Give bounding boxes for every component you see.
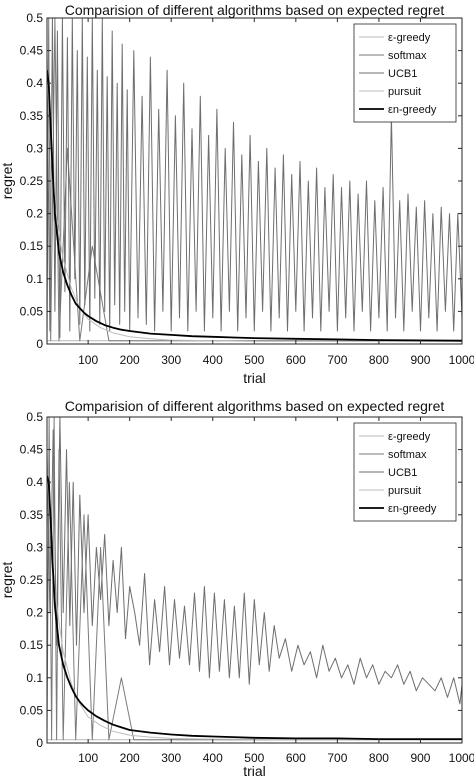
y-tick-label: 0.45 [20,443,44,457]
y-tick-label: 0.5 [26,410,43,424]
series-group [47,417,462,741]
y-tick-label: 0.1 [26,272,43,286]
y-tick-label: 0.4 [26,475,43,489]
chart-title: Comparision of different algorithms base… [65,398,445,414]
legend-label: εn-greedy [388,503,437,515]
x-tick-label: 300 [161,751,181,765]
legend-label: UCB1 [388,467,417,479]
y-tick-label: 0 [36,337,43,351]
y-tick-label: 0.25 [20,174,44,188]
y-axis-label: regret [0,163,15,200]
x-tick-label: 200 [120,751,140,765]
series-line-5 [47,475,462,740]
x-tick-label: 600 [286,353,306,367]
x-tick-label: 200 [120,353,140,367]
x-tick-label: 1000 [449,353,474,367]
x-tick-label: 900 [410,751,430,765]
y-tick-label: 0.4 [26,76,43,90]
x-tick-label: 800 [369,751,389,765]
x-tick-label: 100 [78,353,98,367]
y-tick-label: 0.2 [26,207,43,221]
y-tick-label: 0.2 [26,606,43,620]
legend-label: ε-greedy [388,32,431,44]
y-tick-label: 0 [36,736,43,750]
series-line-5 [47,70,462,342]
x-tick-label: 700 [327,751,347,765]
legend-label: ε-greedy [388,431,431,443]
series-line-3 [47,417,462,705]
legend-label: softmax [388,449,427,461]
x-tick-label: 900 [410,353,430,367]
x-tick-label: 700 [327,353,347,367]
legend-label: pursuit [388,485,421,497]
legend: ε-greedy softmax UCB1 pursuit εn-greedy [353,422,457,522]
y-tick-label: 0.45 [20,44,44,58]
x-tick-label: 400 [203,751,223,765]
y-tick-label: 0.3 [26,141,43,155]
x-tick-label: 300 [161,353,181,367]
legend: ε-greedy softmax UCB1 pursuit εn-greedy [353,23,457,123]
x-axis-label: trial [243,763,266,779]
legend-label: softmax [388,50,427,62]
legend-label: UCB1 [388,68,417,80]
legend-label: εn-greedy [388,104,437,116]
y-axis-label: regret [0,562,15,599]
y-tick-label: 0.3 [26,540,43,554]
y-tick-label: 0.15 [20,638,44,652]
x-tick-label: 1000 [449,751,474,765]
y-tick-label: 0.25 [20,573,44,587]
chart-title: Comparision of different algorithms base… [65,2,445,18]
x-tick-label: 500 [244,751,264,765]
series-group [47,18,462,342]
x-tick-label: 800 [369,353,389,367]
x-tick-label: 400 [203,353,223,367]
y-tick-label: 0.1 [26,671,43,685]
chart-panel-2: Comparision of different algorithms base… [0,398,474,779]
x-tick-label: 500 [244,353,264,367]
y-tick-label: 0.5 [26,11,43,25]
x-tick-label: 600 [286,751,306,765]
y-tick-label: 0.15 [20,239,44,253]
series-line-4 [47,70,462,342]
y-tick-label: 0.35 [20,508,44,522]
chart-panel-1: Comparision of different algorithms base… [0,2,474,386]
series-line-3 [47,18,462,338]
x-tick-label: 100 [78,751,98,765]
y-tick-label: 0.05 [20,304,44,318]
y-tick-label: 0.35 [20,109,44,123]
x-axis-label: trial [243,370,266,386]
legend-label: pursuit [388,86,421,98]
y-tick-label: 0.05 [20,703,44,717]
